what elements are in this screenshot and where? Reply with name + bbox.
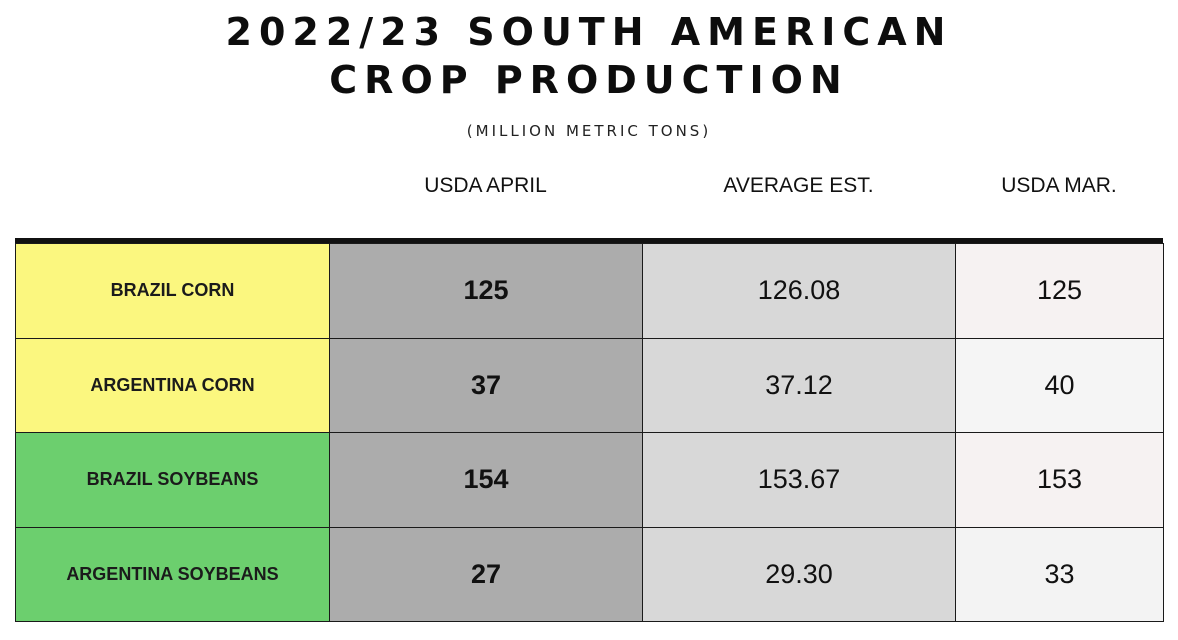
row-label: ARGENTINA SOYBEANS	[15, 526, 330, 622]
row-label: ARGENTINA CORN	[15, 337, 330, 433]
cell-usda-mar: 33	[955, 526, 1164, 622]
cell-average-est: 29.30	[642, 526, 956, 622]
column-header-usda-april: USDA APRIL	[424, 174, 547, 197]
row-label: BRAZIL CORN	[15, 243, 330, 339]
cell-average-est: 153.67	[642, 432, 956, 528]
table-row: ARGENTINA CORN 37 37.12 40	[15, 337, 1164, 433]
cell-average-est: 37.12	[642, 337, 956, 433]
table-body: BRAZIL CORN 125 126.08 125 ARGENTINA CORN 37 3…	[15, 243, 1164, 622]
production-table: BRAZIL CORN 125 126.08 125 ARGENTINA CORN 37 3…	[15, 243, 1164, 622]
table-row: ARGENTINA SOYBEANS 27 29.30 33	[15, 526, 1164, 622]
chart-title-line-1: 2022/23 SOUTH AMERICAN	[225, 10, 953, 54]
cell-usda-mar: 40	[955, 337, 1164, 433]
table-top-rule	[15, 238, 1163, 243]
cell-average-est: 126.08	[642, 243, 956, 339]
cell-usda-april: 154	[329, 432, 643, 528]
cell-usda-mar: 153	[955, 432, 1164, 528]
column-header-usda-mar: USDA MAR.	[1001, 174, 1117, 197]
chart-subtitle: (MILLION METRIC TONS)	[466, 122, 712, 140]
chart-title-line-2: CROP PRODUCTION	[329, 58, 849, 102]
cell-usda-april: 27	[329, 526, 643, 622]
row-label: BRAZIL SOYBEANS	[15, 432, 330, 528]
cell-usda-mar: 125	[955, 243, 1164, 339]
table-row: BRAZIL CORN 125 126.08 125	[15, 243, 1164, 339]
cell-usda-april: 37	[329, 337, 643, 433]
column-header-average-est: AVERAGE EST.	[723, 174, 874, 197]
table-row: BRAZIL SOYBEANS 154 153.67 153	[15, 432, 1164, 528]
cell-usda-april: 125	[329, 243, 643, 339]
